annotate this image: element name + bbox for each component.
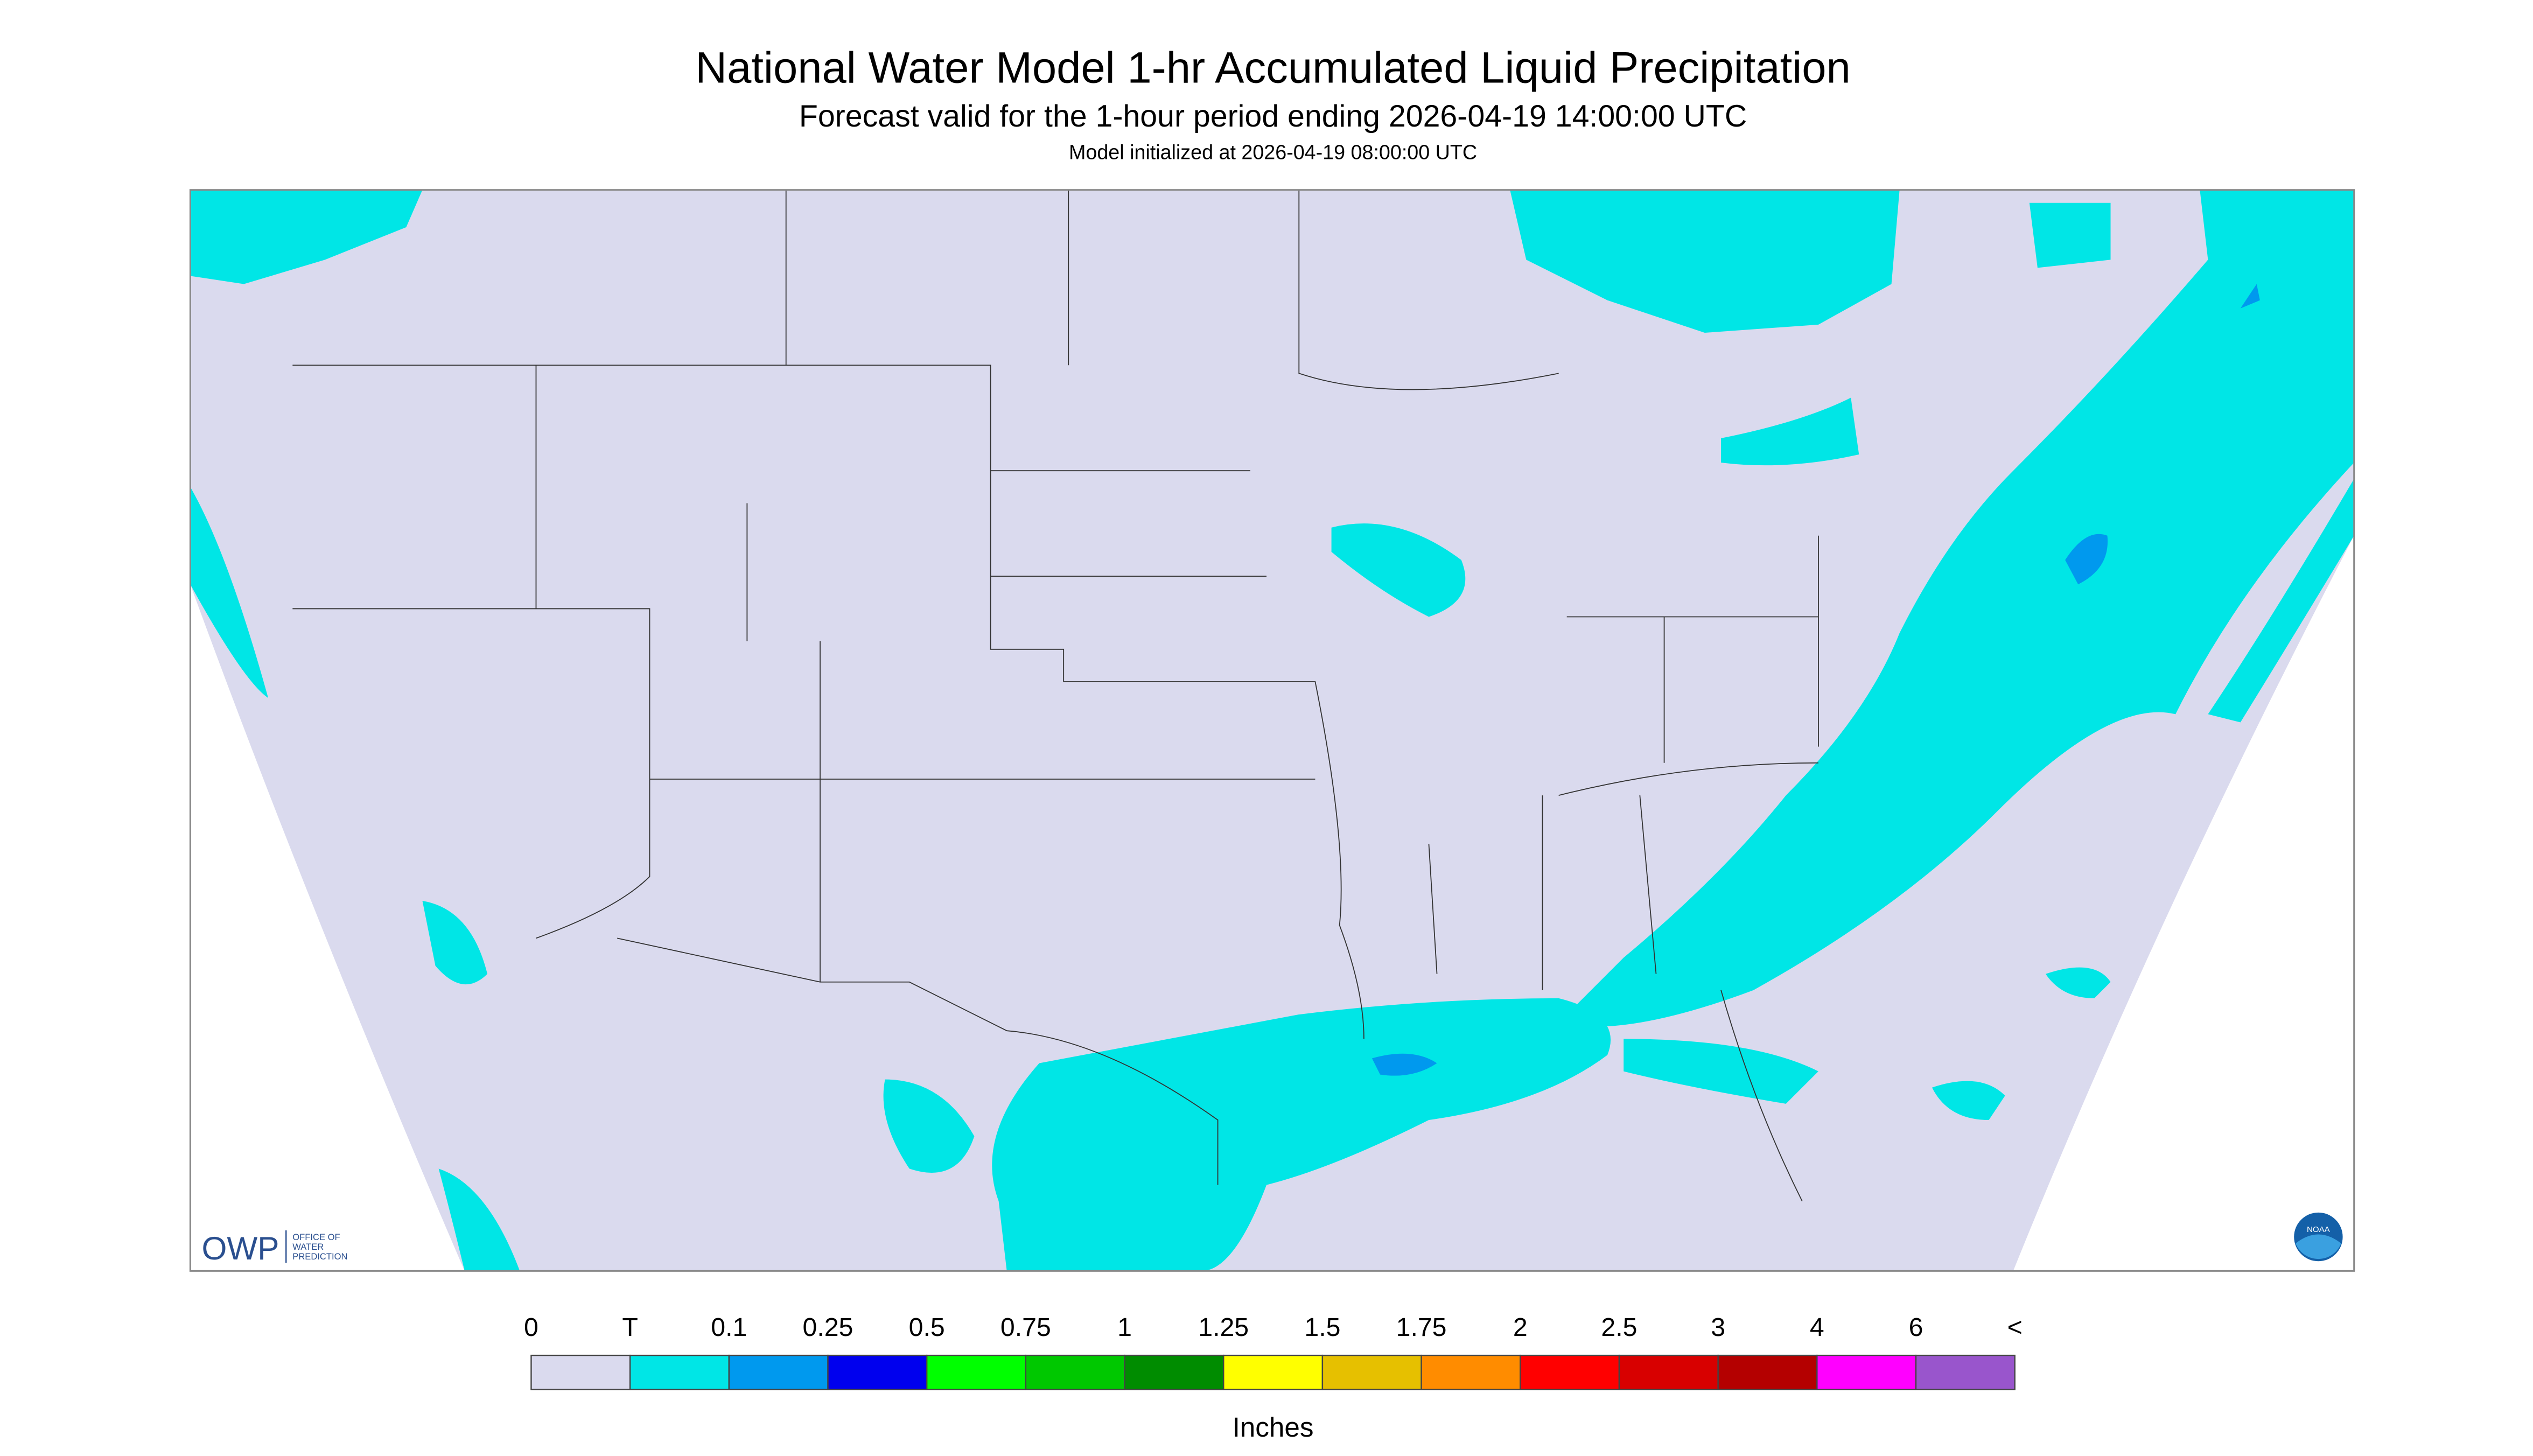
legend-label: 3 xyxy=(1711,1313,1725,1342)
legend-swatch xyxy=(629,1354,730,1390)
legend-label: 6 xyxy=(1909,1313,1923,1342)
legend-label: 2 xyxy=(1513,1313,1528,1342)
precip-areas xyxy=(190,190,2354,1271)
legend-label: 0.75 xyxy=(1000,1313,1051,1342)
precip-heavier xyxy=(1372,284,2260,1076)
legend-swatch xyxy=(1520,1354,1620,1390)
legend-swatch xyxy=(1025,1354,1125,1390)
legend-label: 0.25 xyxy=(803,1313,853,1342)
title: National Water Model 1-hr Accumulated Li… xyxy=(695,44,1850,93)
legend-swatch xyxy=(1717,1354,1818,1390)
legend-label: 4 xyxy=(1810,1313,1824,1342)
owp-text: PREDICTION xyxy=(292,1251,347,1262)
legend-label: 0.5 xyxy=(909,1313,945,1342)
legend-swatch xyxy=(926,1354,1027,1390)
legend-swatch xyxy=(1321,1354,1422,1390)
legend-swatch xyxy=(1618,1354,1719,1390)
map: OWP OFFICE OF WATER PREDICTION NOAA xyxy=(189,189,2355,1272)
legend-swatch xyxy=(1421,1354,1521,1390)
legend-swatch xyxy=(1124,1354,1224,1390)
legend-swatch xyxy=(728,1354,829,1390)
owp-text: WATER xyxy=(292,1242,324,1252)
legend-label: 0.1 xyxy=(711,1313,747,1342)
legend-swatch xyxy=(1915,1354,2016,1390)
legend-label: 1.5 xyxy=(1304,1313,1340,1342)
subtitle: Forecast valid for the 1-hour period end… xyxy=(799,99,1747,134)
legend-swatch xyxy=(827,1354,928,1390)
map-frame xyxy=(189,189,2355,1272)
legend-swatch xyxy=(1223,1354,1324,1390)
noaa-wave xyxy=(2296,1234,2341,1259)
owp-text: OFFICE OF xyxy=(292,1232,340,1242)
boundaries xyxy=(292,190,1819,1202)
legend-label: 0 xyxy=(524,1313,538,1342)
noaa-text: NOAA xyxy=(2307,1225,2331,1234)
init-time: Model initialized at 2026-04-19 08:00:00… xyxy=(1069,141,1477,163)
legend: 0 T 0.1 0.25 0.5 0.75 1 1.25 1.5 1.75 2 2.5 3 4 6 < xyxy=(524,1313,2023,1390)
legend-label: < xyxy=(2007,1313,2023,1342)
legend-label: 2.5 xyxy=(1601,1313,1637,1342)
legend-swatch xyxy=(530,1354,631,1390)
owp-logo: OWP xyxy=(201,1230,279,1266)
legend-label: 1.75 xyxy=(1396,1313,1447,1342)
legend-swatch xyxy=(1816,1354,1917,1390)
legend-label: 1 xyxy=(1117,1313,1132,1342)
legend-units: Inches xyxy=(1233,1412,1314,1443)
legend-label: 1.25 xyxy=(1198,1313,1249,1342)
legend-label: T xyxy=(622,1313,638,1342)
